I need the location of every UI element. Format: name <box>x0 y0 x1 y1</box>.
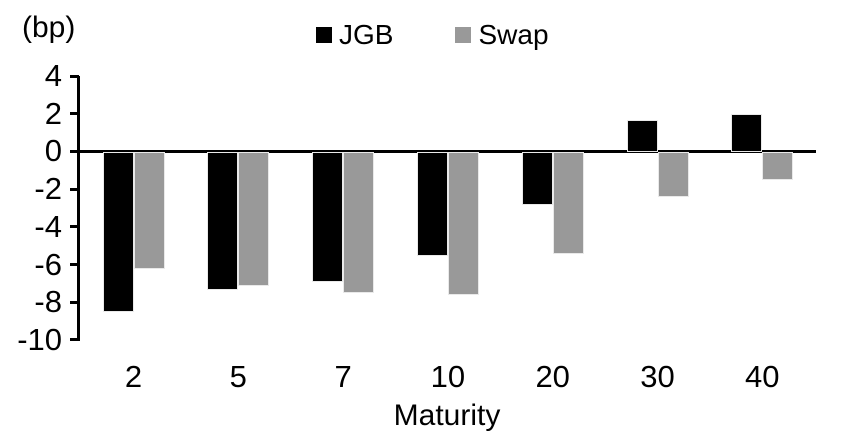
x-tick-label-40: 40 <box>745 359 780 394</box>
y-axis-unit-label: (bp) <box>22 11 76 44</box>
bar-jgb-20 <box>521 152 553 205</box>
y-tick-label: 4 <box>44 58 62 93</box>
y-tick-mark <box>70 300 79 304</box>
x-tick-label-10: 10 <box>430 359 466 394</box>
legend-item-jgb: JGB <box>316 20 393 50</box>
y-tick-label: -6 <box>34 246 62 282</box>
y-tick-label: 0 <box>44 133 62 169</box>
bar-swap-20 <box>552 152 584 254</box>
bar-swap-40 <box>762 152 794 181</box>
bar-swap-10 <box>447 152 479 296</box>
x-tick-label-2: 2 <box>124 359 143 394</box>
legend-label-jgb: JGB <box>339 19 394 50</box>
y-tick-label: -2 <box>34 171 62 207</box>
y-tick-mark <box>70 149 79 153</box>
y-tick-label: 2 <box>44 95 62 131</box>
bar-swap-7 <box>343 152 375 294</box>
y-axis-line <box>77 76 80 341</box>
chart-legend: JGB Swap <box>316 20 549 50</box>
y-tick-mark <box>70 338 79 342</box>
bar-jgb-2 <box>102 152 134 313</box>
y-tick-mark <box>70 112 79 116</box>
y-tick-mark <box>70 74 79 78</box>
legend-label-swap: Swap <box>478 19 549 50</box>
x-tick-label-7: 7 <box>334 359 352 394</box>
y-tick-mark <box>70 225 79 229</box>
zero-baseline <box>79 150 816 153</box>
x-axis-title: Maturity <box>393 399 501 432</box>
bar-jgb-5 <box>207 152 239 290</box>
y-tick-mark <box>70 187 79 191</box>
y-tick-label: -8 <box>34 284 62 320</box>
bar-jgb-10 <box>416 152 448 256</box>
legend-swatch-swap <box>455 27 472 43</box>
y-tick-label: -10 <box>17 321 62 357</box>
y-tick-mark <box>70 263 79 267</box>
x-tick-label-20: 20 <box>535 359 570 394</box>
bar-jgb-30 <box>626 119 658 152</box>
x-tick-label-5: 5 <box>229 359 247 394</box>
y-tick-label: -4 <box>34 208 62 244</box>
bar-swap-30 <box>657 152 689 198</box>
bar-jgb-7 <box>312 152 344 283</box>
bar-swap-2 <box>133 152 165 269</box>
legend-swatch-jgb <box>316 27 332 43</box>
bar-jgb-40 <box>731 114 763 152</box>
x-tick-label-30: 30 <box>640 359 675 394</box>
bar-swap-5 <box>238 152 270 286</box>
legend-item-swap: Swap <box>455 19 549 50</box>
